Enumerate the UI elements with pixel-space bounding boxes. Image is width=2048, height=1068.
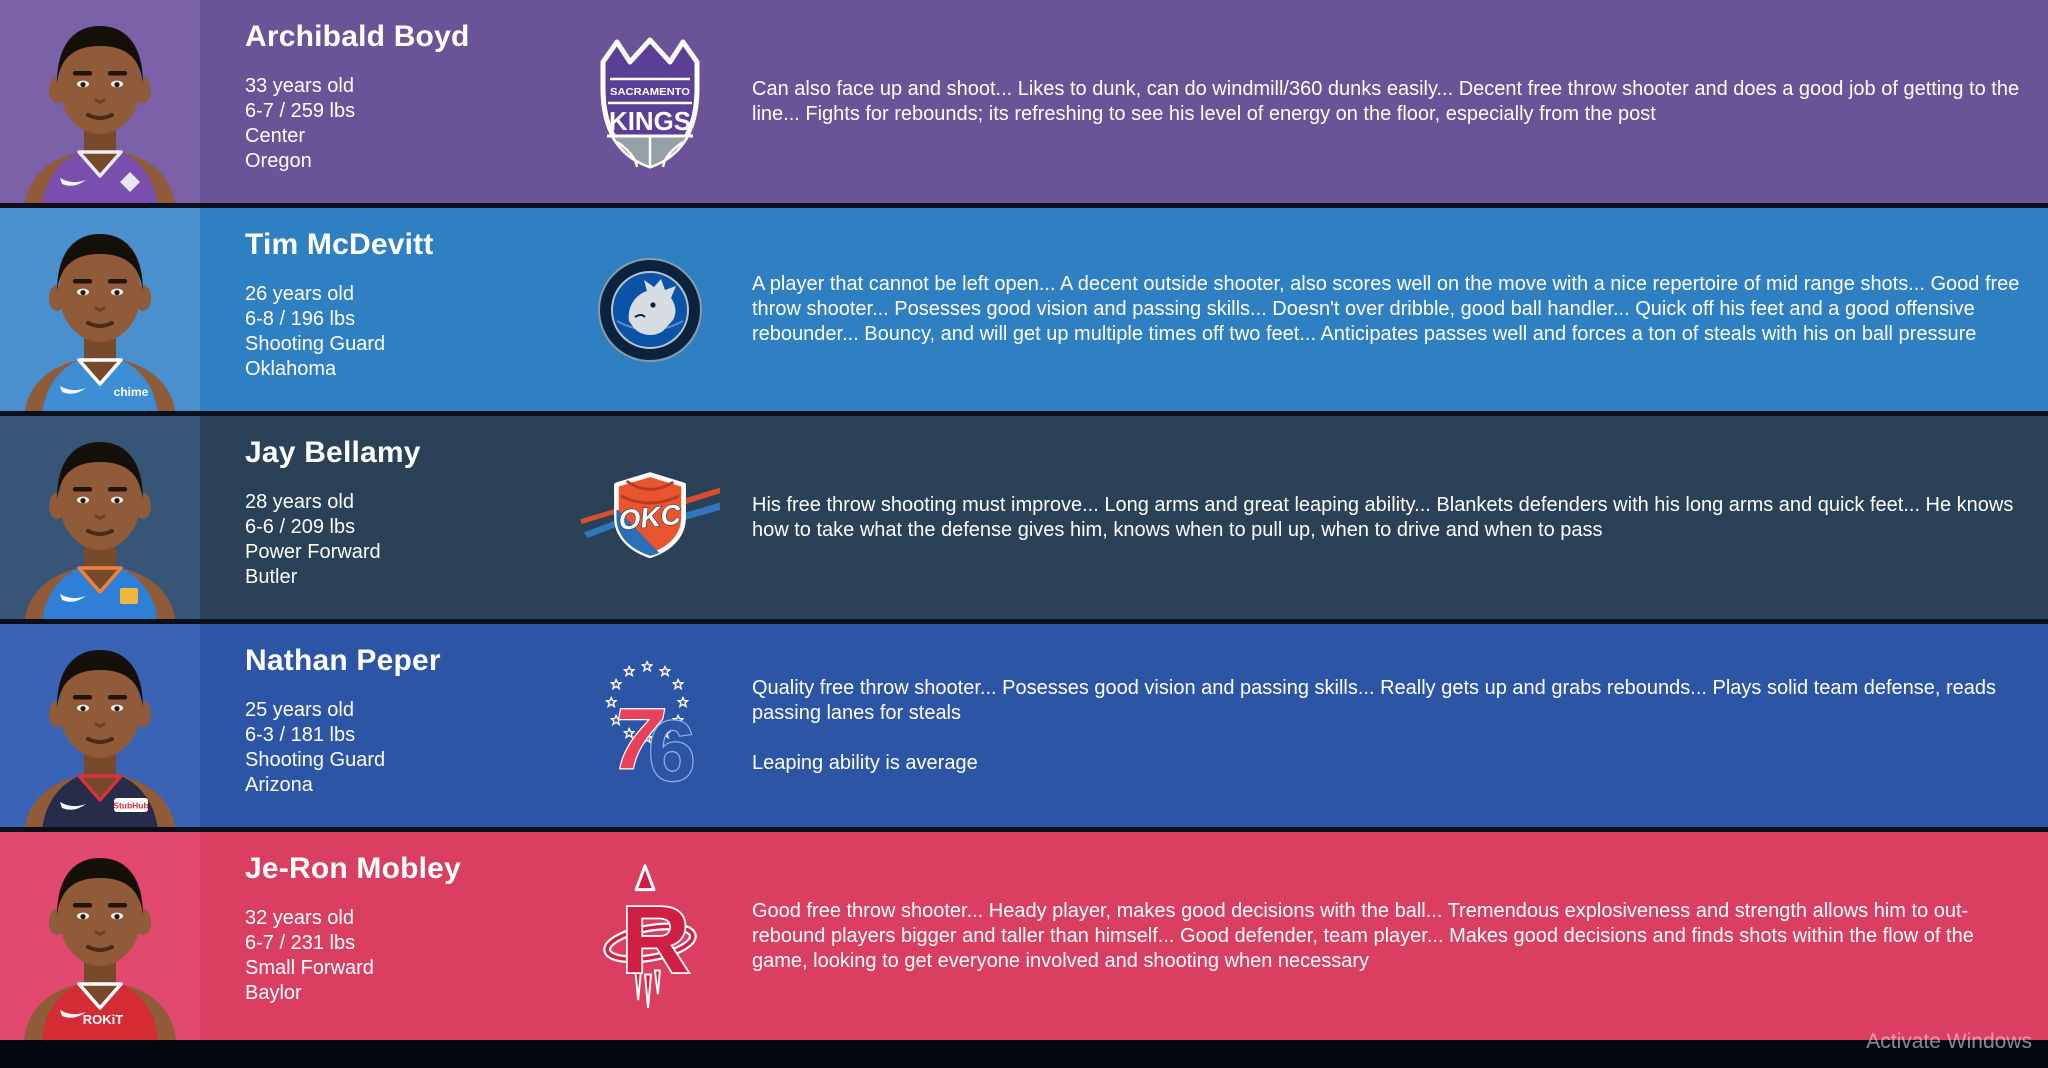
sacramento-kings-logo: SACRAMENTO KINGS: [580, 0, 720, 203]
jersey-badge: [114, 798, 148, 812]
player-size: 6-3 / 181 lbs: [245, 724, 356, 746]
player-position: Power Forward: [245, 541, 381, 563]
player-name[interactable]: Nathan Peper: [245, 644, 441, 677]
report-paragraph: A player that cannot be left open... A d…: [752, 273, 2020, 345]
kings-logo-city-text: SACRAMENTO: [610, 87, 690, 98]
player-position: Shooting Guard: [245, 333, 386, 355]
activate-windows-watermark: Activate Windows: [1866, 1030, 2032, 1053]
report-paragraph: Quality free throw shooter... Posesses g…: [752, 676, 1997, 724]
kings-logo-name-text: KINGS: [609, 106, 691, 136]
player-position: Shooting Guard: [245, 749, 386, 771]
scouting-report: His free throw shooting must improve... …: [720, 416, 2048, 619]
okc-thunder-logo: OKC: [580, 416, 720, 619]
player-size: 6-6 / 209 lbs: [245, 516, 356, 538]
jersey-sponsor-text: StubHub: [113, 801, 148, 811]
player-avatar: StubHub: [0, 624, 200, 827]
player-age: 26 years old: [245, 283, 354, 305]
player-college: Oklahoma: [245, 358, 337, 380]
player-name[interactable]: Je-Ron Mobley: [245, 852, 461, 885]
sixers-logo-6: 6: [648, 704, 695, 799]
player-row[interactable]: Jay Bellamy 28 years old 6-6 / 209 lbs P…: [0, 416, 2048, 624]
player-size: 6-7 / 259 lbs: [245, 100, 356, 122]
player-avatar: [0, 416, 200, 619]
player-college: Butler: [245, 566, 298, 588]
report-paragraph: His free throw shooting must improve... …: [752, 493, 2014, 541]
okc-logo-text: OKC: [617, 499, 683, 536]
player-name[interactable]: Archibald Boyd: [245, 20, 470, 53]
player-portrait: StubHub: [0, 624, 200, 827]
player-portrait: chime: [0, 208, 200, 411]
player-college: Arizona: [245, 774, 313, 796]
player-avatar: chime: [0, 208, 200, 411]
jersey-badge: [120, 588, 138, 604]
player-row[interactable]: ROKiT Je-Ron Mobley 32 years old 6-7 / 2…: [0, 832, 2048, 1040]
houston-rockets-logo: R: [580, 832, 720, 1040]
scouting-report: Can also face up and shoot... Likes to d…: [720, 0, 2048, 203]
player-avatar: ROKiT: [0, 832, 200, 1040]
player-age: 32 years old: [245, 907, 354, 929]
report-paragraph: Good free throw shooter... Heady player,…: [752, 899, 1974, 972]
player-portrait: [0, 416, 200, 619]
player-size: 6-7 / 231 lbs: [245, 932, 356, 954]
player-age: 28 years old: [245, 491, 354, 513]
scouting-report: A player that cannot be left open... A d…: [720, 208, 2048, 411]
bottom-bar: [0, 1040, 2048, 1048]
player-age: 33 years old: [245, 75, 354, 97]
jersey-sponsor-text: ROKiT: [83, 1012, 124, 1027]
jersey-sponsor-text: chime: [114, 385, 149, 399]
player-college: Oregon: [245, 150, 312, 172]
player-name[interactable]: Tim McDevitt: [245, 228, 434, 261]
philadelphia-76ers-logo: 7 6: [580, 624, 720, 827]
report-paragraph: Can also face up and shoot... Likes to d…: [752, 77, 2020, 125]
player-college: Baylor: [245, 982, 302, 1004]
player-avatar: [0, 0, 200, 203]
scouting-report: Quality free throw shooter... Posesses g…: [720, 624, 2048, 827]
player-portrait: ROKiT: [0, 832, 200, 1040]
scouting-report: Good free throw shooter... Heady player,…: [720, 832, 2048, 1040]
player-row[interactable]: chime Tim McDevitt 26 years old 6-8 / 19…: [0, 208, 2048, 416]
player-portrait: [0, 0, 200, 203]
player-position: Center: [245, 125, 306, 147]
player-age: 25 years old: [245, 699, 354, 721]
jersey-badge: [120, 172, 140, 192]
player-row[interactable]: StubHub Nathan Peper 25 years old 6-3 / …: [0, 624, 2048, 832]
sixers-logo-7: 7: [613, 692, 664, 787]
player-size: 6-8 / 196 lbs: [245, 308, 356, 330]
report-paragraph: Leaping ability is average: [752, 751, 978, 774]
player-row[interactable]: Archibald Boyd 33 years old 6-7 / 259 lb…: [0, 0, 2048, 208]
player-position: Small Forward: [245, 957, 374, 979]
rockets-logo-r: R: [621, 888, 689, 994]
dallas-mavericks-logo: [580, 208, 720, 411]
player-name[interactable]: Jay Bellamy: [245, 436, 421, 469]
